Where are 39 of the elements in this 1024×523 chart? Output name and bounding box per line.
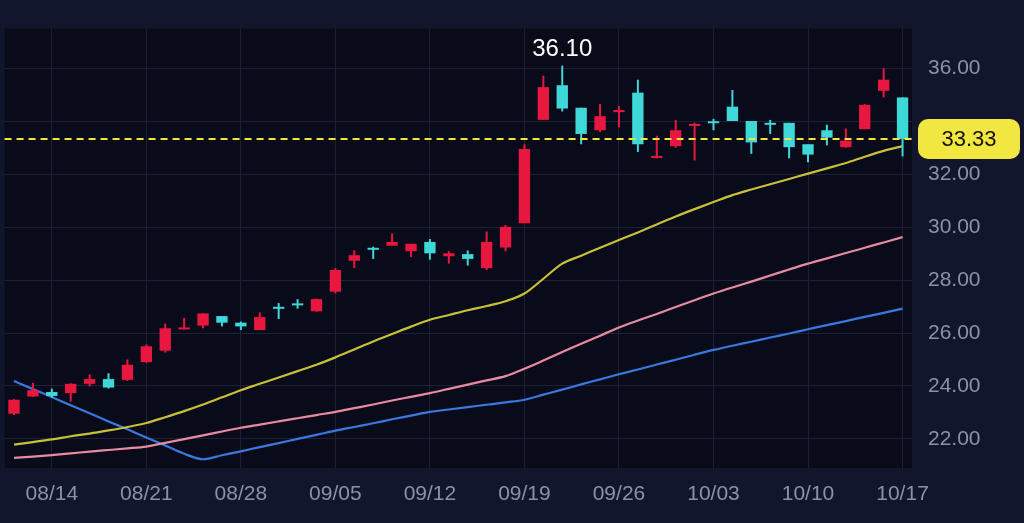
y-tick-label: 28.00: [928, 266, 981, 290]
x-tick-label: 09/19: [498, 481, 551, 505]
y-tick-label: 22.00: [928, 425, 981, 449]
candlestick: [499, 224, 512, 253]
candlestick: [594, 103, 606, 134]
candlestick: [877, 67, 890, 99]
x-tick-label: 08/14: [25, 481, 79, 505]
candlestick: [424, 238, 436, 261]
x-tick-label: 10/03: [687, 481, 740, 505]
candlestick: [613, 104, 625, 129]
line-series: [12, 236, 904, 460]
ref-line-label: 33.33: [941, 126, 997, 152]
y-tick-label: 32.00: [928, 160, 981, 184]
y-tick-label: 36.00: [928, 55, 981, 79]
x-tick-label: 10/10: [781, 481, 835, 505]
candlestick: [140, 343, 153, 364]
candlestick: [821, 123, 833, 147]
x-tick-label: 09/26: [592, 481, 646, 505]
candlestick: [726, 89, 739, 122]
line-series: [12, 145, 904, 446]
line-series: [12, 307, 904, 461]
x-tick-label: 08/28: [214, 481, 268, 505]
x-tick-label: 10/17: [876, 481, 929, 505]
candlestick: [159, 322, 171, 354]
candlestick: [121, 358, 134, 382]
annotation: 36.10: [532, 34, 593, 62]
candlestick: [688, 121, 701, 162]
y-tick-label: 30.00: [928, 213, 981, 237]
y-tick-label: 24.00: [928, 372, 981, 396]
x-tick-label: 09/12: [403, 481, 457, 505]
x-tick-label: 09/05: [309, 481, 362, 505]
x-tick-label: 08/21: [120, 481, 173, 505]
candlestick: [670, 118, 682, 149]
candlestick: [651, 134, 663, 160]
candlestick: [556, 64, 568, 113]
y-tick-label: 26.00: [928, 319, 981, 343]
candlestick: [329, 267, 342, 295]
candlestick: [65, 382, 77, 403]
candlestick: [840, 127, 852, 149]
